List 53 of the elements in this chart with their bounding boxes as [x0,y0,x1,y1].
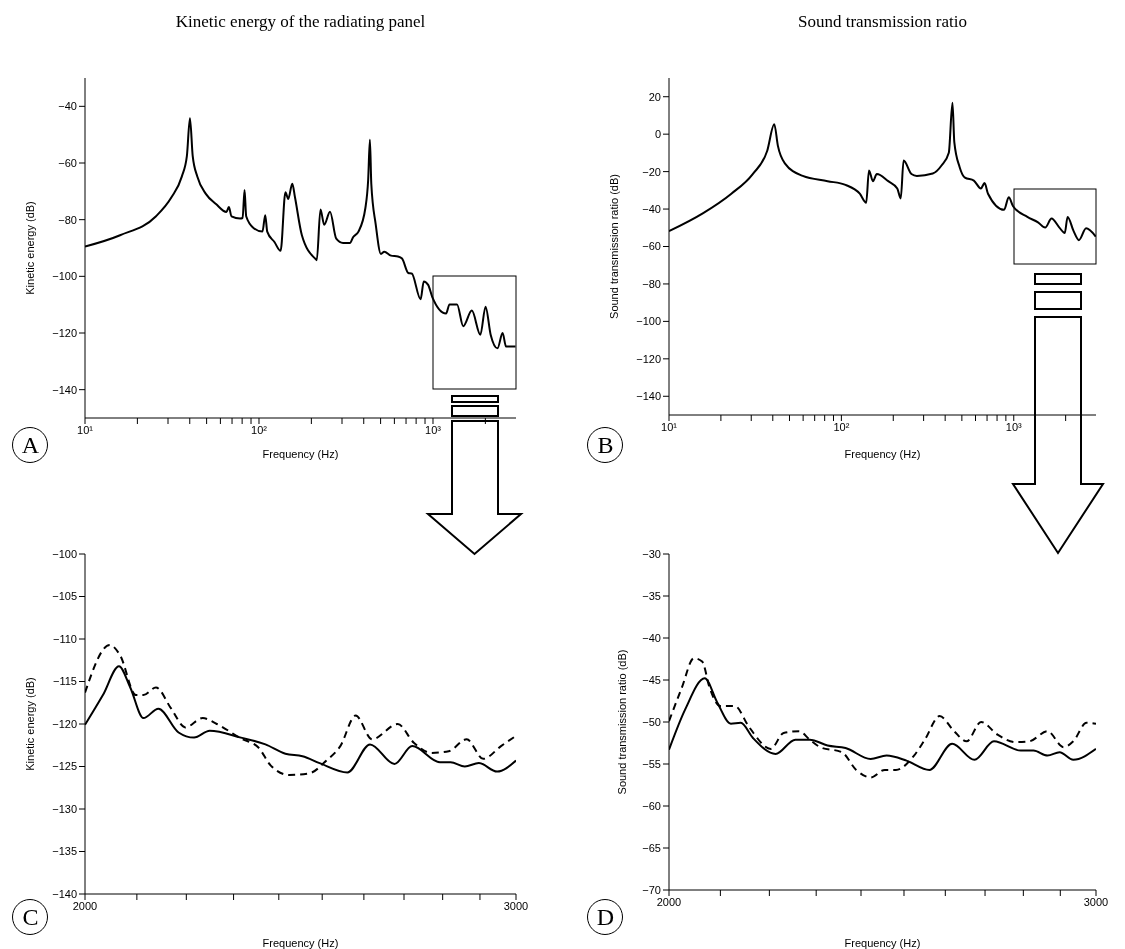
y-tick-label: −100 [636,315,661,328]
x-tick-label: 2000 [656,895,682,908]
x-tick-label: 10² [833,420,850,433]
y-tick-label: −130 [52,802,77,815]
y-axis-title: Kinetic energy (dB) [23,201,36,295]
y-tick-label: −70 [642,883,661,896]
y-tick-label: −140 [52,383,77,396]
x-tick-label: 10³ [425,423,442,436]
x-tick-label: 3000 [1083,895,1109,908]
y-tick-label: −40 [58,100,77,113]
y-tick-label: −100 [52,547,77,560]
y-tick-label: −65 [642,841,661,854]
y-tick-label: −30 [642,547,661,560]
x-tick-label: 3000 [503,899,529,912]
y-tick-label: −120 [52,717,77,730]
x-tick-label: 10³ [1005,420,1023,433]
y-tick-label: −55 [642,757,661,770]
x-tick-label: 10¹ [661,420,678,433]
x-tick-label: 10¹ [77,423,94,436]
y-tick-label: −45 [642,673,661,686]
y-tick-label: −50 [642,715,661,728]
chart-title: Sound transmission ratio [796,12,969,32]
y-tick-label: −40 [642,202,661,215]
y-axis-title: Kinetic energy (dB) [23,677,36,771]
chart-title: Kinetic energy of the radiating panel [174,12,427,32]
y-tick-label: −35 [642,589,661,602]
y-tick-label: −60 [642,799,661,812]
x-tick-label: 10² [251,423,268,436]
y-tick-label: −60 [58,156,77,169]
y-tick-label: −80 [642,277,661,290]
y-tick-label: −120 [636,352,661,365]
y-tick-label: 20 [648,90,661,103]
y-tick-label: −140 [636,390,661,403]
y-tick-label: 0 [654,128,661,141]
y-tick-label: −115 [53,675,77,688]
y-tick-label: −20 [642,165,661,178]
y-tick-label: −80 [58,213,77,226]
y-tick-label: −125 [52,760,77,773]
y-axis-title: Sound transmission ratio (dB) [607,174,620,319]
y-tick-label: −110 [53,632,77,645]
y-tick-label: −40 [642,631,661,644]
x-tick-label: 2000 [72,899,98,912]
x-axis-title: Frequency (Hz) [262,448,339,460]
y-tick-label: −100 [52,270,77,283]
y-tick-label: −60 [642,240,661,253]
y-tick-label: −135 [52,845,77,858]
y-tick-label: −105 [52,590,77,603]
y-tick-label: −140 [52,887,77,900]
x-axis-title: Frequency (Hz) [262,937,339,949]
x-axis-title: Frequency (Hz) [844,448,921,460]
y-axis-title: Sound transmission ratio (dB) [615,649,628,795]
y-tick-label: −120 [52,326,77,339]
x-axis-title: Frequency (Hz) [844,937,921,949]
